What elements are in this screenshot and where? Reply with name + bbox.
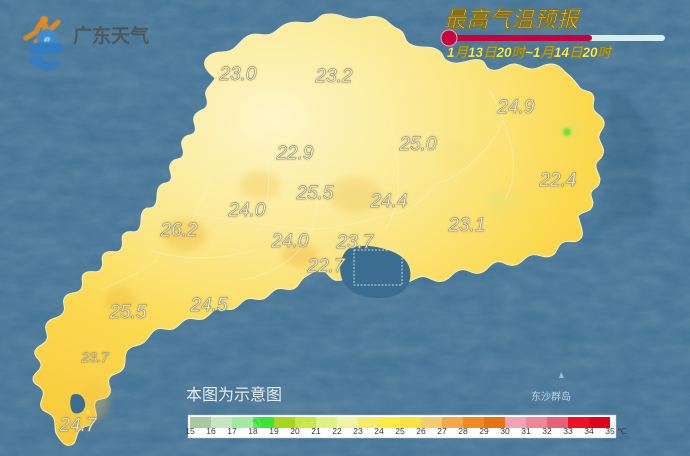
svg-text:25.5: 25.5	[296, 183, 334, 204]
svg-text:27: 27	[437, 426, 447, 436]
svg-text:22.4: 22.4	[539, 170, 577, 191]
svg-text:23: 23	[353, 426, 363, 436]
svg-text:30: 30	[500, 426, 510, 436]
svg-text:1月13日20时~1月14日20时: 1月13日20时~1月14日20时	[447, 45, 613, 60]
svg-text:24: 24	[374, 426, 384, 436]
svg-text:32: 32	[542, 426, 552, 436]
svg-text:℃: ℃	[617, 426, 627, 436]
svg-text:广东天气: 广东天气	[73, 24, 149, 47]
svg-text:23.7: 23.7	[80, 349, 109, 365]
svg-text:28: 28	[458, 426, 468, 436]
svg-text:24.9: 24.9	[497, 97, 535, 118]
svg-text:20: 20	[290, 426, 300, 436]
svg-text:24.5: 24.5	[190, 295, 228, 316]
svg-text:25: 25	[395, 426, 405, 436]
svg-text:25.0: 25.0	[399, 134, 437, 155]
svg-text:31: 31	[521, 426, 531, 436]
svg-text:23.0: 23.0	[219, 64, 257, 85]
svg-text:26: 26	[416, 426, 426, 436]
svg-text:24.0: 24.0	[228, 200, 266, 221]
svg-text:16: 16	[206, 426, 216, 436]
svg-text:23.2: 23.2	[315, 66, 353, 87]
svg-text:22.7: 22.7	[307, 256, 346, 277]
svg-text:@广东天气: @广东天气	[300, 420, 340, 430]
svg-text:25.5: 25.5	[109, 302, 147, 323]
svg-text:29: 29	[479, 426, 489, 436]
svg-text:24.4: 24.4	[370, 191, 408, 212]
svg-text:24.0: 24.0	[271, 231, 309, 252]
svg-text:23.1: 23.1	[448, 215, 486, 236]
svg-text:22.9: 22.9	[276, 143, 314, 164]
svg-text:24.7: 24.7	[59, 415, 98, 436]
svg-text:最高气温预报: 最高气温预报	[444, 7, 582, 32]
svg-text:23.7: 23.7	[336, 232, 375, 253]
svg-text:15: 15	[185, 426, 195, 436]
svg-text:34: 34	[584, 426, 594, 436]
svg-text:17: 17	[227, 426, 237, 436]
svg-text:35: 35	[605, 426, 615, 436]
svg-text:东沙群岛: 东沙群岛	[531, 390, 571, 403]
svg-text:本图为示意图: 本图为示意图	[186, 385, 282, 404]
svg-text:26.2: 26.2	[160, 220, 198, 241]
svg-text:33: 33	[563, 426, 573, 436]
svg-text:19: 19	[269, 426, 279, 436]
